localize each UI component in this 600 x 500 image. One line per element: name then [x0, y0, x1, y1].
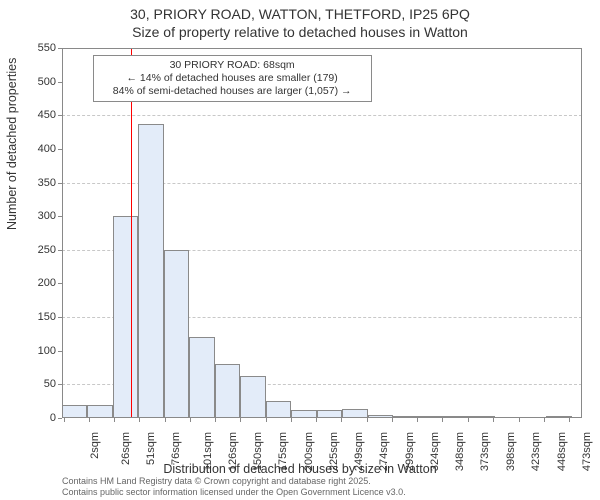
xtick-mark — [139, 418, 140, 422]
xtick-mark — [266, 418, 267, 422]
xtick-mark — [240, 418, 241, 422]
reference-line — [131, 48, 132, 418]
chart-footer: Contains HM Land Registry data © Crown c… — [62, 476, 406, 498]
ytick-label: 400 — [38, 143, 62, 155]
xtick-mark — [316, 418, 317, 422]
xtick-mark — [64, 418, 65, 422]
ytick-label: 100 — [38, 345, 62, 357]
ytick-label: 300 — [38, 210, 62, 222]
xtick-mark — [442, 418, 443, 422]
histogram-bar — [164, 250, 189, 418]
xtick-mark — [417, 418, 418, 422]
ytick-label: 350 — [38, 177, 62, 189]
callout-line2: ← 14% of detached houses are smaller (17… — [100, 72, 365, 85]
ytick-label: 500 — [38, 76, 62, 88]
xtick-mark — [569, 418, 570, 422]
chart-title-line1: 30, PRIORY ROAD, WATTON, THETFORD, IP25 … — [0, 6, 600, 24]
histogram-bar — [189, 337, 214, 418]
xtick-label: 51sqm — [145, 432, 157, 465]
xtick-mark — [392, 418, 393, 422]
histogram-bar — [291, 410, 316, 418]
y-axis-label: Number of detached properties — [5, 58, 19, 230]
xtick-mark — [291, 418, 292, 422]
ytick-label: 550 — [38, 42, 62, 54]
histogram-bar — [419, 416, 444, 418]
x-axis-label: Distribution of detached houses by size … — [0, 462, 600, 476]
callout-line3: 84% of semi-detached houses are larger (… — [100, 85, 365, 98]
ytick-label: 0 — [50, 412, 62, 424]
chart-title-block: 30, PRIORY ROAD, WATTON, THETFORD, IP25 … — [0, 0, 600, 41]
xtick-mark — [493, 418, 494, 422]
xtick-mark — [215, 418, 216, 422]
xtick-mark — [89, 418, 90, 422]
xtick-mark — [519, 418, 520, 422]
chart-plot-area: 30 PRIORY ROAD: 68sqm← 14% of detached h… — [62, 48, 582, 418]
ytick-label: 200 — [38, 277, 62, 289]
xtick-mark — [468, 418, 469, 422]
histogram-bar — [62, 405, 87, 418]
xtick-mark — [165, 418, 166, 422]
histogram-bar — [266, 401, 291, 418]
xtick-mark — [190, 418, 191, 422]
histogram-bar — [138, 124, 163, 418]
histogram-bar — [444, 416, 469, 418]
histogram-bar — [470, 416, 495, 418]
histogram-bar — [113, 216, 138, 418]
ytick-label: 250 — [38, 244, 62, 256]
xtick-mark — [367, 418, 368, 422]
gridline-h — [62, 115, 582, 116]
xtick-mark — [341, 418, 342, 422]
ytick-label: 150 — [38, 311, 62, 323]
histogram-bar — [342, 409, 367, 418]
xtick-label: 76sqm — [171, 432, 183, 465]
callout-line1: 30 PRIORY ROAD: 68sqm — [100, 59, 365, 72]
histogram-bar — [393, 416, 418, 418]
xtick-label: 2sqm — [89, 432, 101, 459]
callout-box: 30 PRIORY ROAD: 68sqm← 14% of detached h… — [93, 55, 372, 102]
xtick-mark — [114, 418, 115, 422]
footer-line2: Contains public sector information licen… — [62, 487, 406, 498]
histogram-bar — [368, 415, 393, 418]
gridline-h — [62, 48, 582, 49]
ytick-label: 50 — [44, 378, 62, 390]
histogram-bar — [240, 376, 265, 418]
footer-line1: Contains HM Land Registry data © Crown c… — [62, 476, 406, 487]
histogram-bar — [215, 364, 240, 418]
xtick-mark — [544, 418, 545, 422]
histogram-bar — [87, 405, 112, 418]
chart-title-line2: Size of property relative to detached ho… — [0, 24, 600, 42]
histogram-bar — [317, 410, 342, 418]
ytick-label: 450 — [38, 109, 62, 121]
xtick-label: 26sqm — [120, 432, 132, 465]
